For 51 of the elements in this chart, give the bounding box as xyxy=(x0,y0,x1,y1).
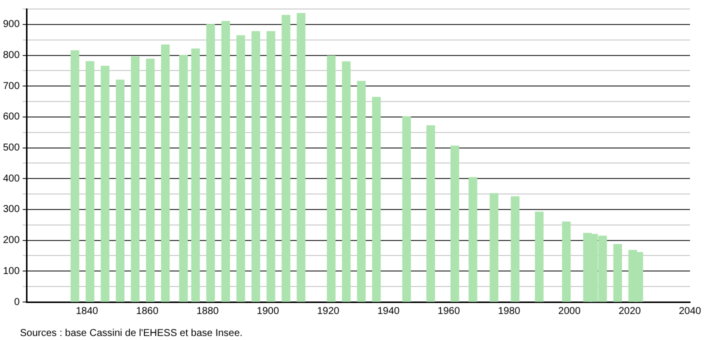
x-tick-label: 1860 xyxy=(136,306,159,317)
x-tick-label: 1880 xyxy=(196,306,220,317)
bar xyxy=(490,193,498,302)
bar xyxy=(100,66,110,302)
bar xyxy=(296,12,306,302)
y-tick-label: 500 xyxy=(2,142,20,154)
bar xyxy=(130,56,140,302)
bar xyxy=(450,146,460,302)
bar xyxy=(372,96,381,302)
y-tick-label: 100 xyxy=(2,266,20,277)
bar xyxy=(402,116,411,302)
bar xyxy=(70,50,80,302)
bar xyxy=(426,125,436,302)
y-tick-label: 0 xyxy=(14,296,20,308)
bar xyxy=(510,196,520,302)
bar xyxy=(221,21,230,302)
bar xyxy=(191,48,200,302)
bar xyxy=(206,24,215,302)
bar xyxy=(468,177,478,302)
bar xyxy=(342,61,351,302)
y-tick-label: 900 xyxy=(2,19,20,30)
bar xyxy=(179,54,188,302)
bar xyxy=(252,31,260,302)
source-note: Sources : base Cassini de l'EHESS et base Insee. xyxy=(20,328,243,339)
y-tick-label: 400 xyxy=(2,173,20,184)
y-tick-label: 600 xyxy=(2,112,20,123)
y-tick-label: 700 xyxy=(2,80,20,92)
bar xyxy=(266,31,276,302)
x-tick-label: 1920 xyxy=(317,306,340,317)
bar xyxy=(282,14,290,302)
x-tick-label: 2020 xyxy=(618,306,642,317)
bar xyxy=(534,212,544,302)
y-tick-label: 800 xyxy=(2,50,20,62)
bar xyxy=(146,58,155,302)
y-tick-label: 200 xyxy=(2,235,20,246)
x-tick-label: 1900 xyxy=(256,306,280,317)
x-tick-label: 1980 xyxy=(498,306,521,317)
x-tick-label: 1940 xyxy=(377,306,400,317)
bar xyxy=(357,80,366,302)
bar xyxy=(161,44,170,302)
x-tick-label: 2040 xyxy=(678,306,702,317)
bar xyxy=(613,244,622,302)
bar xyxy=(562,221,571,302)
y-tick-label: 300 xyxy=(2,204,20,216)
bar xyxy=(236,35,246,302)
x-tick-label: 1960 xyxy=(438,306,460,317)
bar xyxy=(116,80,124,302)
x-tick-label: 1840 xyxy=(76,306,99,317)
x-tick-label: 2000 xyxy=(558,306,581,317)
bar xyxy=(86,61,94,302)
bar xyxy=(326,56,336,302)
